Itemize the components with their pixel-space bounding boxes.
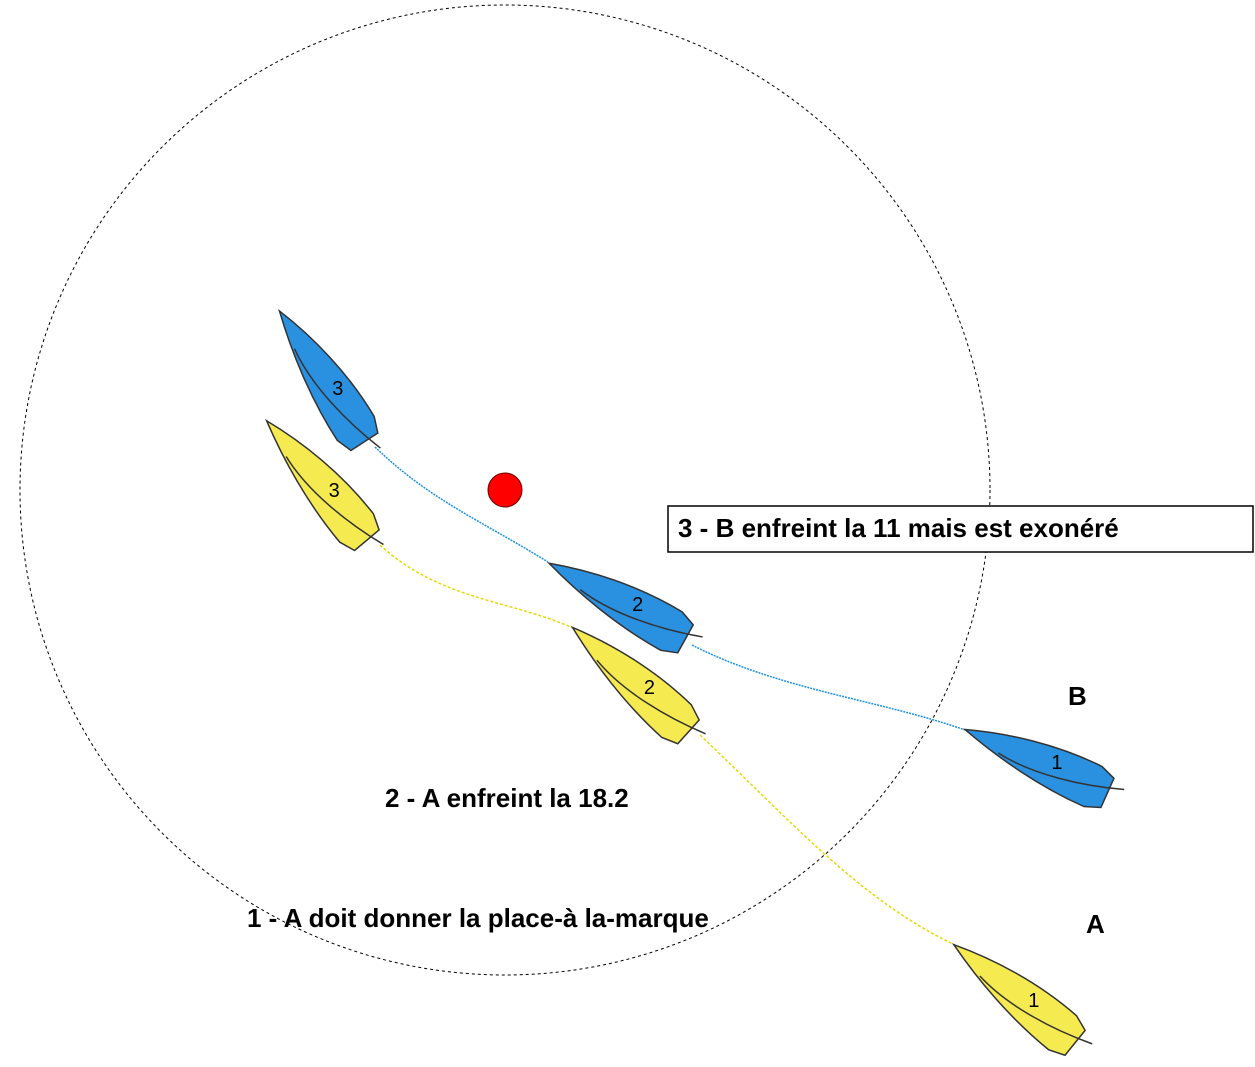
boat-number: 1 (1028, 990, 1039, 1012)
boat-a: 1 (939, 926, 1093, 1061)
mark (487, 472, 523, 508)
boat-a: 2 (557, 610, 706, 749)
boat-number: 2 (644, 677, 655, 699)
boat-number: 1 (1051, 752, 1062, 774)
boat-number: 3 (329, 480, 340, 502)
boat-b: 3 (260, 298, 384, 455)
boat-b: 1 (955, 708, 1125, 814)
boat-number: 3 (332, 378, 343, 400)
zone-circle (19, 4, 991, 976)
caption: 1 - A doit donner la place-à la-marque (247, 903, 709, 933)
boat-letter: B (1068, 681, 1087, 711)
track-b (691, 644, 966, 731)
track-a (699, 734, 956, 946)
boat-a: 3 (248, 405, 385, 556)
track-b (374, 446, 549, 563)
boat-b: 2 (537, 543, 703, 659)
track-a (379, 544, 574, 629)
boat-letter: A (1086, 909, 1105, 939)
caption: 3 - B enfreint la 11 mais est exonéré (678, 513, 1119, 543)
caption-box (667, 505, 1254, 553)
boat-number: 2 (632, 594, 643, 616)
caption: 2 - A enfreint la 18.2 (385, 783, 629, 813)
